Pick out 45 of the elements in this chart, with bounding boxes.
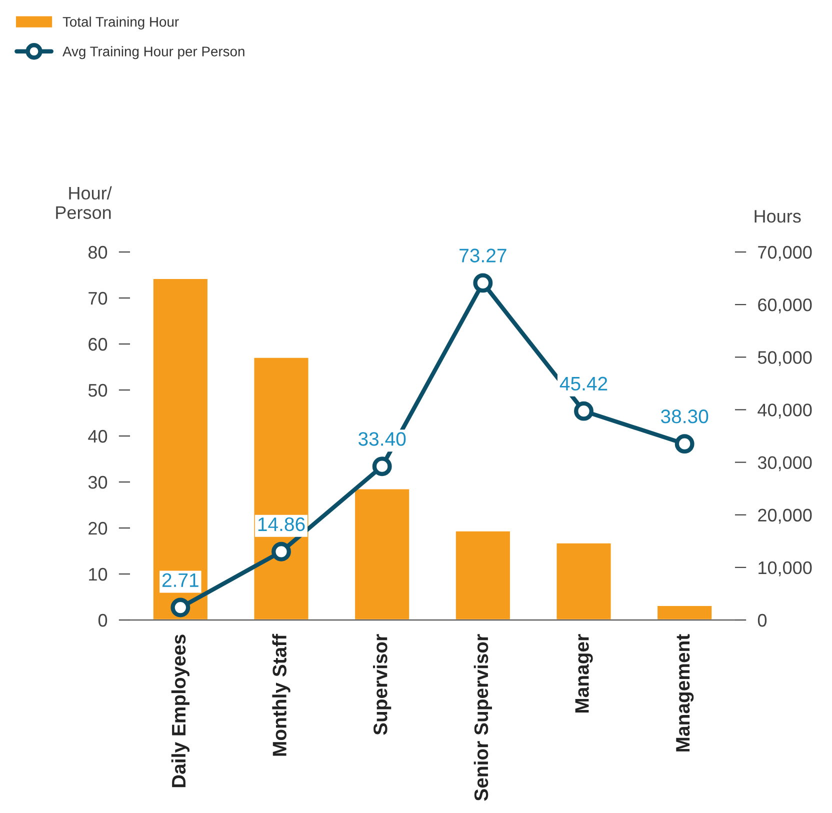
point [372, 456, 392, 476]
data-label: 73.27 [460, 248, 506, 262]
point [170, 598, 190, 618]
data-label: 33.40 [358, 432, 406, 446]
point [473, 273, 493, 293]
y-tick-label: 80 [88, 246, 108, 259]
y-tick-label: 50 [88, 384, 108, 397]
y-tick-label: 0 [98, 614, 108, 627]
legend-label: Total Training Hour [62, 16, 179, 30]
y-tick-label: 70 [88, 292, 108, 305]
y2-tick-label: 10,000 [758, 561, 812, 576]
x-tick-label: Management [676, 634, 694, 752]
data-label: 2.71 [162, 573, 198, 587]
y2-tick-label: 70,000 [758, 246, 812, 261]
y-tick-label: 40 [88, 430, 108, 443]
y2-tick-label: 40,000 [758, 404, 812, 419]
y2-tick-label: 20,000 [758, 508, 812, 524]
data-label: 45.42 [560, 376, 608, 391]
bar [454, 530, 512, 620]
x-tick-label: Daily Employees [171, 634, 190, 788]
x-tick-label: Monthly Staff [272, 634, 290, 756]
y2-tick-label: 60,000 [758, 298, 812, 314]
point [574, 401, 594, 421]
y-tick-label: 60 [88, 338, 108, 351]
data-label: 14.86 [258, 517, 305, 532]
y2-tick-label: 30,000 [758, 456, 812, 472]
bar [354, 488, 411, 620]
data-label: 38.30 [661, 410, 708, 424]
y-axis-title: Hour/ Person [56, 186, 112, 219]
bar [252, 356, 310, 620]
x-tick-label: Manager [575, 634, 593, 713]
legend-label: Avg Training Hour per Person [62, 46, 244, 60]
bar [555, 542, 612, 620]
bar [152, 278, 209, 620]
bar [656, 604, 714, 620]
y-tick-label: 30 [88, 476, 108, 489]
x-tick-label: Senior Supervisor [474, 634, 492, 801]
y-tick-label: 10 [89, 568, 108, 581]
point [674, 434, 694, 454]
y-tick-label: 20 [88, 522, 108, 535]
y2-axis-title: Hours [754, 210, 801, 223]
x-tick-label: Supervisor [373, 634, 392, 735]
point [272, 542, 291, 562]
y2-tick-label: 50,000 [758, 351, 812, 366]
y2-tick-label: 0 [758, 614, 767, 627]
